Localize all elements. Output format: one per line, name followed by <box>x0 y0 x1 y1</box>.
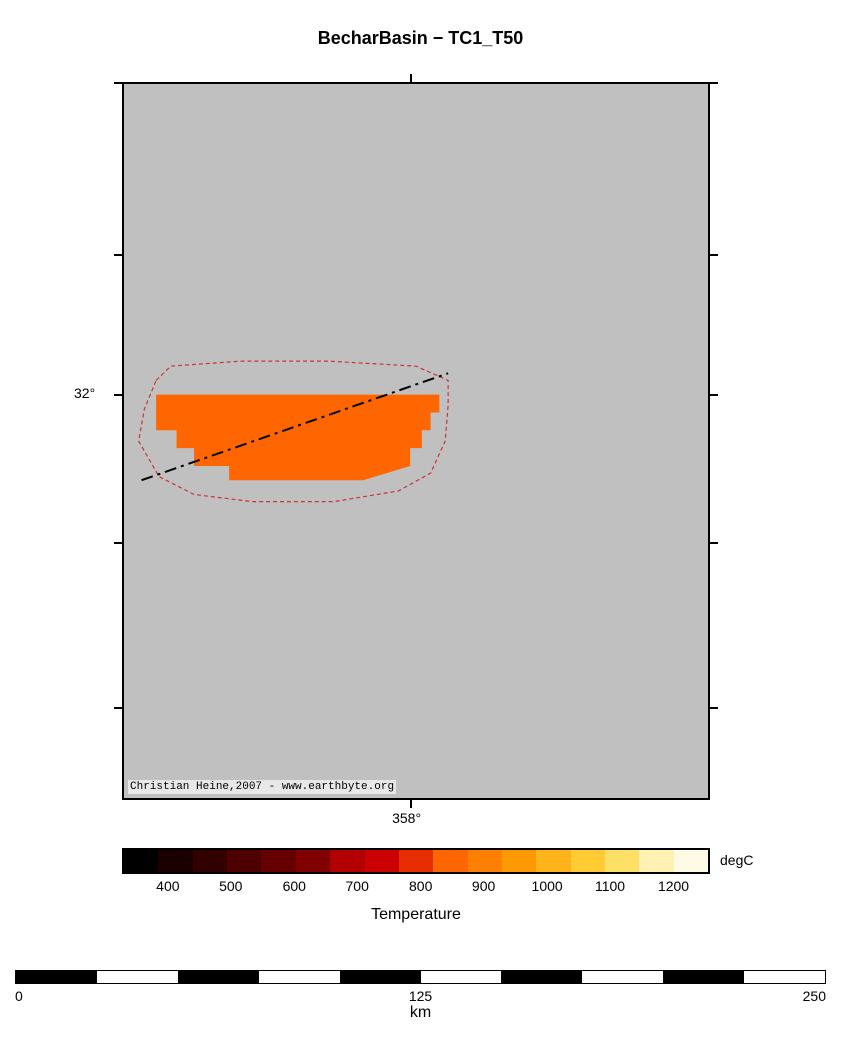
y-tick <box>114 82 122 84</box>
y-tick <box>710 707 718 709</box>
y-tick <box>710 542 718 544</box>
colorbar-tick-label: 700 <box>346 878 369 894</box>
colorbar-swatch <box>158 850 192 872</box>
colorbar-tick-label: 900 <box>472 878 495 894</box>
scalebar-label: 250 <box>803 988 826 1004</box>
scalebar-segment <box>16 971 97 983</box>
y-tick <box>114 254 122 256</box>
map-plot: Christian Heine,2007 - www.earthbyte.org <box>122 82 710 800</box>
x-axis-label: 358° <box>392 810 421 826</box>
y-tick <box>114 707 122 709</box>
colorbar-swatch <box>193 850 227 872</box>
y-axis-label: 32° <box>74 385 95 401</box>
colorbar-swatch <box>639 850 673 872</box>
y-tick <box>114 542 122 544</box>
scalebar-segment <box>178 971 259 983</box>
x-tick <box>410 800 412 808</box>
y-tick <box>710 82 718 84</box>
scale-bar-segments <box>15 970 826 984</box>
y-tick <box>114 394 122 396</box>
scalebar-segment <box>582 971 663 983</box>
scalebar-segment <box>663 971 744 983</box>
colorbar: 400 500 600 700 800 900 1000 1100 1200 <box>122 848 710 904</box>
scalebar-segment <box>97 971 178 983</box>
colorbar-tick-label: 1100 <box>595 878 625 894</box>
colorbar-tick-label: 1000 <box>532 878 563 894</box>
colorbar-swatch <box>605 850 639 872</box>
colorbar-swatch <box>674 850 708 872</box>
credit-text: Christian Heine,2007 - www.earthbyte.org <box>128 780 396 794</box>
plot-svg-layer <box>124 84 708 798</box>
scale-bar-labels: 0 125 250 <box>15 984 826 1006</box>
colorbar-ticks: 400 500 600 700 800 900 1000 1100 1200 <box>122 874 710 904</box>
colorbar-gradient <box>122 848 710 874</box>
scalebar-segment <box>744 971 825 983</box>
scalebar-segment <box>501 971 582 983</box>
colorbar-swatch <box>227 850 261 872</box>
colorbar-tick-label: 600 <box>283 878 306 894</box>
colorbar-tick-label: 500 <box>219 878 242 894</box>
scalebar-label: 125 <box>409 988 432 1004</box>
colorbar-swatch <box>261 850 295 872</box>
scale-bar: 0 125 250 <box>15 970 826 1006</box>
colorbar-swatch <box>296 850 330 872</box>
scalebar-segment <box>259 971 340 983</box>
colorbar-tick-label: 1200 <box>658 878 689 894</box>
colorbar-swatch <box>330 850 364 872</box>
colorbar-swatch <box>399 850 433 872</box>
scale-bar-unit: km <box>15 1004 826 1022</box>
y-tick <box>710 394 718 396</box>
scalebar-segment <box>340 971 421 983</box>
scalebar-segment <box>421 971 502 983</box>
scalebar-label: 0 <box>15 988 23 1004</box>
y-tick <box>710 254 718 256</box>
colorbar-unit: degC <box>720 852 753 868</box>
colorbar-tick-label: 800 <box>409 878 432 894</box>
colorbar-swatch <box>536 850 570 872</box>
colorbar-swatch <box>433 850 467 872</box>
colorbar-swatch <box>502 850 536 872</box>
x-tick <box>410 74 412 82</box>
colorbar-swatch <box>124 850 158 872</box>
colorbar-swatch <box>571 850 605 872</box>
colorbar-swatch <box>468 850 502 872</box>
chart-title: BecharBasin − TC1_T50 <box>0 28 841 49</box>
colorbar-axis-label: Temperature <box>122 906 710 924</box>
temperature-region <box>156 395 439 481</box>
colorbar-swatch <box>365 850 399 872</box>
colorbar-tick-label: 400 <box>156 878 179 894</box>
